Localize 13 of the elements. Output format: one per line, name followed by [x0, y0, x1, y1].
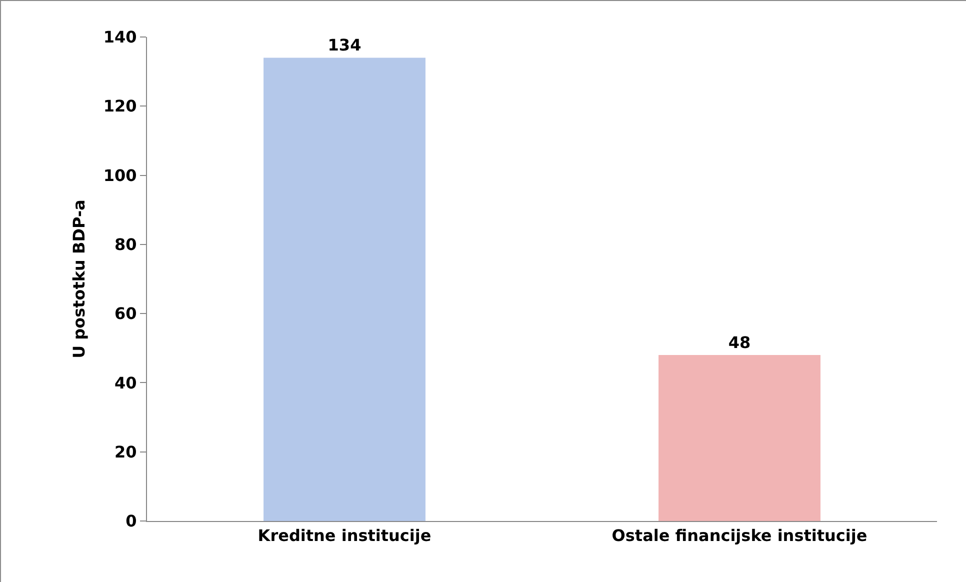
y-tick-label: 100	[103, 166, 137, 185]
y-tick-label: 20	[114, 442, 137, 462]
x-tick-label: Ostale financijske institucije	[612, 526, 868, 546]
data-label: 48	[728, 333, 751, 352]
y-tick-label: 40	[114, 373, 137, 392]
y-tick-label: 80	[114, 235, 137, 254]
x-tick-label: Kreditne institucije	[258, 526, 432, 546]
y-tick-label: 0	[126, 512, 137, 531]
data-label: 134	[328, 36, 362, 55]
y-tick-label: 140	[103, 28, 137, 47]
y-tick-label: 60	[114, 304, 137, 324]
y-axis-title: U postotku BDP-a	[69, 200, 88, 358]
y-tick-label: 120	[103, 96, 137, 116]
